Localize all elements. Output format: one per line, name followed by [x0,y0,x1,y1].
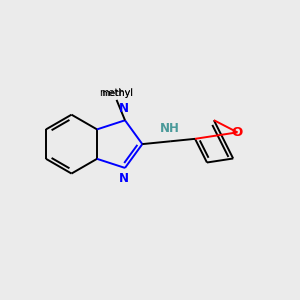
Text: O: O [232,126,243,139]
Text: methyl: methyl [100,88,134,98]
Text: N: N [118,172,128,185]
Text: NH: NH [160,122,180,135]
Text: N: N [118,102,128,115]
Text: methyl: methyl [101,88,132,98]
